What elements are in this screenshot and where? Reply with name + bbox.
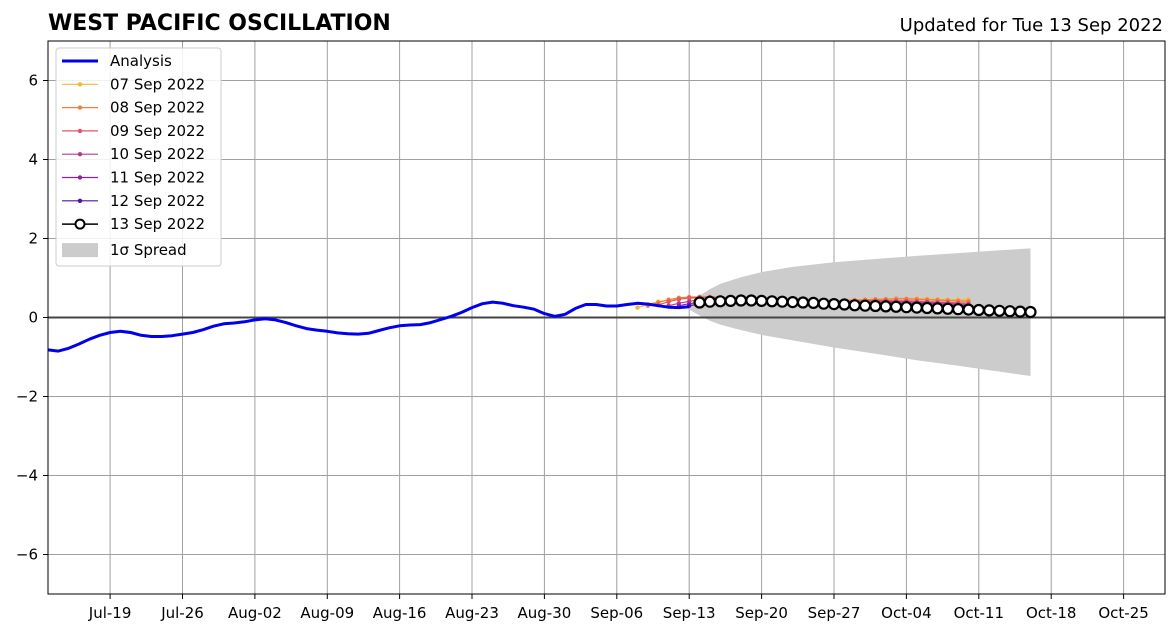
legend-label: 10 Sep 2022 xyxy=(110,145,205,163)
x-tick-label: Aug-02 xyxy=(228,604,282,622)
spread-area xyxy=(689,248,1031,376)
chart-subtitle: Updated for Tue 13 Sep 2022 xyxy=(900,15,1163,36)
forecast-point xyxy=(796,296,810,309)
forecast-point xyxy=(666,299,671,304)
forecast-point xyxy=(734,294,748,307)
forecast-point xyxy=(983,304,996,317)
forecast-point xyxy=(745,294,758,307)
forecast-point xyxy=(714,295,727,308)
x-tick-label: Aug-16 xyxy=(373,604,427,622)
y-tick-label: 2 xyxy=(28,230,38,248)
legend-item: 1σ Spread xyxy=(62,241,187,259)
forecast-point xyxy=(703,295,717,308)
legend-item: 09 Sep 2022 xyxy=(62,122,205,140)
x-tick-label: Aug-30 xyxy=(518,604,572,622)
forecast-point xyxy=(765,295,779,308)
x-tick-label: Oct-11 xyxy=(954,604,1004,622)
legend-label: 07 Sep 2022 xyxy=(110,75,205,93)
x-tick-label: Sep-27 xyxy=(808,604,861,622)
x-tick-label: Aug-09 xyxy=(300,604,354,622)
x-tick-label: Sep-13 xyxy=(663,604,716,622)
legend-item: 11 Sep 2022 xyxy=(62,169,205,187)
forecast-point xyxy=(941,302,954,315)
legend-item: 07 Sep 2022 xyxy=(62,75,205,93)
forecast-point xyxy=(1003,305,1017,318)
y-tick-label: 0 xyxy=(28,309,38,327)
legend-item: 12 Sep 2022 xyxy=(62,192,205,210)
forecast-point xyxy=(817,297,830,310)
forecast-point xyxy=(931,302,944,315)
x-tick-label: Jul-26 xyxy=(160,604,204,622)
x-tick-label: Aug-23 xyxy=(445,604,499,622)
legend-label: 12 Sep 2022 xyxy=(110,192,205,210)
forecast-point xyxy=(776,295,789,308)
x-tick-label: Sep-06 xyxy=(590,604,643,622)
forecast-point xyxy=(1024,305,1037,319)
chart-title: WEST PACIFIC OSCILLATION xyxy=(48,11,391,36)
forecast-point xyxy=(676,297,682,302)
forecast-point xyxy=(858,299,872,312)
forecast-point xyxy=(972,303,985,317)
x-tick-label: Sep-20 xyxy=(735,604,788,622)
forecast-point xyxy=(724,294,737,307)
y-tick-label: −2 xyxy=(16,388,38,406)
x-tick-label: Oct-25 xyxy=(1098,604,1148,622)
forecast-point xyxy=(687,295,692,300)
y-tick-label: 4 xyxy=(28,151,38,169)
legend-item: 10 Sep 2022 xyxy=(62,145,205,163)
legend-box xyxy=(55,47,222,267)
forecast-point xyxy=(807,296,820,309)
legend-label: 08 Sep 2022 xyxy=(110,99,205,117)
forecast-point xyxy=(889,300,903,313)
legend-item: 13 Sep 2022 xyxy=(62,215,205,233)
forecast-point xyxy=(1014,305,1027,318)
forecast-point xyxy=(920,301,934,315)
legend-label: Analysis xyxy=(110,52,172,70)
plot-area xyxy=(48,248,1165,376)
legend-marker xyxy=(77,151,83,157)
y-tick-label: −6 xyxy=(16,546,38,564)
legend-marker xyxy=(74,218,86,230)
legend-label: 09 Sep 2022 xyxy=(110,122,205,140)
forecast-point xyxy=(900,301,913,314)
y-tick-label: 6 xyxy=(28,72,38,90)
legend: Analysis 07 Sep 2022 08 Sep 2022 09 Sep 202… xyxy=(55,47,222,267)
forecast-series xyxy=(693,294,1037,319)
legend-label: 1σ Spread xyxy=(110,241,187,259)
forecast-point xyxy=(962,303,975,316)
forecast-point xyxy=(879,300,892,313)
forecast-point xyxy=(951,303,965,316)
x-axis: Jul-19 Jul-26 Aug-02 Aug-09 Aug-16 Aug-23 Aug-… xyxy=(88,594,1149,622)
forecast-point xyxy=(993,304,1006,317)
analysis-line xyxy=(48,300,690,353)
legend-marker xyxy=(77,128,83,134)
x-tick-label: Oct-18 xyxy=(1026,604,1076,622)
legend-swatch xyxy=(62,243,98,258)
legend-label: 13 Sep 2022 xyxy=(110,215,205,233)
forecast-point xyxy=(786,296,799,309)
x-tick-label: Oct-04 xyxy=(881,604,931,622)
forecast-point xyxy=(635,305,640,310)
legend-marker xyxy=(77,198,83,203)
y-tick-label: −4 xyxy=(16,467,38,485)
forecast-point xyxy=(827,298,841,311)
legend-label: 11 Sep 2022 xyxy=(110,169,205,187)
y-axis: −6 −4 −2 0 2 4 6 xyxy=(16,72,48,564)
forecast-point xyxy=(848,299,861,312)
forecast-point xyxy=(910,301,923,314)
legend-item: 08 Sep 2022 xyxy=(62,99,205,117)
series-group xyxy=(48,294,1037,353)
legend-marker xyxy=(77,82,83,87)
forecast-point xyxy=(838,298,851,311)
x-tick-label: Jul-19 xyxy=(88,604,132,622)
forecast-point xyxy=(869,299,882,313)
legend-marker xyxy=(77,105,83,110)
legend-item: Analysis xyxy=(62,52,172,70)
legend-marker xyxy=(77,175,83,180)
forecast-point xyxy=(693,296,706,309)
forecast-point xyxy=(755,294,768,307)
